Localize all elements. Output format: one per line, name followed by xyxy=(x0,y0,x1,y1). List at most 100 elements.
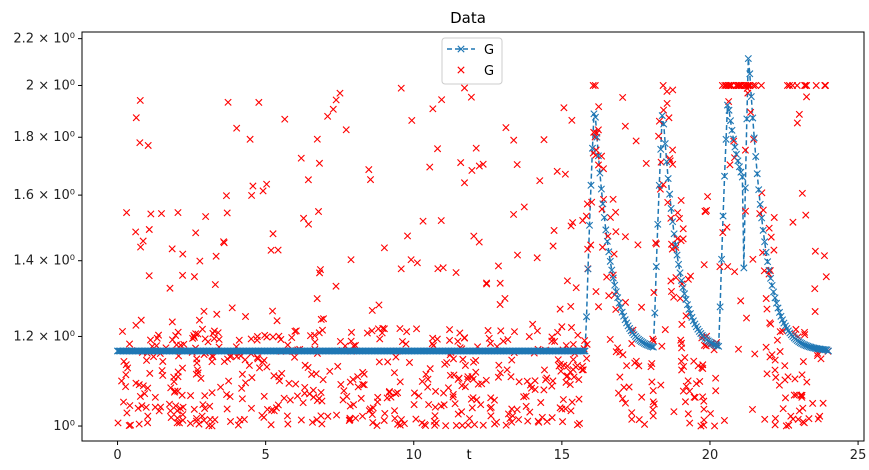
series-2-point xyxy=(741,207,750,215)
series-1-point xyxy=(614,294,622,302)
series-2-point xyxy=(483,280,491,288)
series-1-point xyxy=(769,288,778,296)
series-2-point xyxy=(612,228,620,236)
series-2-point xyxy=(390,369,399,377)
series-2-point xyxy=(390,407,399,415)
series-2-point xyxy=(731,268,739,276)
series-2-point xyxy=(220,358,228,366)
series-2-point xyxy=(384,358,392,366)
series-2-point xyxy=(634,241,642,249)
series-2-point xyxy=(520,203,528,211)
series-2-point xyxy=(767,233,775,241)
series-2-point xyxy=(451,400,459,408)
series-2-point xyxy=(139,382,147,390)
series-2-point xyxy=(292,327,300,335)
series-2-point xyxy=(672,243,680,251)
legend-marker-x-red xyxy=(457,66,465,74)
series-2-point xyxy=(628,415,636,423)
series-2-point xyxy=(118,377,126,385)
series-2-point xyxy=(275,332,283,340)
series-2-point xyxy=(575,375,583,384)
series-2-point xyxy=(419,217,427,225)
series-2-point xyxy=(426,365,434,373)
legend-marker-x-blue xyxy=(457,45,465,53)
series-1-point xyxy=(740,264,748,272)
series-2-point xyxy=(513,251,522,259)
series-2-point xyxy=(775,381,784,389)
series-2-point xyxy=(655,117,663,125)
series-2-point xyxy=(699,361,707,369)
series-2-point xyxy=(621,399,630,407)
series-2-point xyxy=(779,405,787,413)
series-2-point xyxy=(540,386,548,394)
series-2-point xyxy=(465,414,474,423)
series-2-point xyxy=(375,301,383,309)
series-2-point xyxy=(392,353,400,361)
series-2-point xyxy=(618,395,627,403)
series-2-point xyxy=(763,305,771,313)
series-2-point xyxy=(136,139,144,147)
series-2-point xyxy=(554,356,562,364)
series-2-point xyxy=(313,416,321,424)
series-2-point xyxy=(310,331,319,339)
series-2-point xyxy=(468,166,476,174)
series-2-point xyxy=(245,361,253,369)
series-2-point xyxy=(368,327,376,335)
series-2-point xyxy=(224,98,232,106)
series-2-point xyxy=(467,93,475,101)
series-2-point xyxy=(200,404,209,413)
series-2-point xyxy=(612,348,620,356)
series-2-point xyxy=(253,336,261,344)
series-2-point xyxy=(365,166,373,174)
series-2-point xyxy=(176,404,184,413)
plot-area xyxy=(113,55,833,430)
series-2-point xyxy=(649,335,657,343)
series-2-point xyxy=(123,209,131,217)
series-2-point xyxy=(209,329,217,337)
series-2-point xyxy=(445,326,454,334)
series-2-point xyxy=(670,408,678,416)
series-1-point xyxy=(746,70,754,78)
series-2-point xyxy=(269,230,277,238)
series-2-point xyxy=(741,146,749,154)
series-2-point xyxy=(138,402,146,410)
series-2-point xyxy=(426,163,434,171)
series-2-point xyxy=(118,327,127,336)
series-2-point xyxy=(297,154,305,162)
series-1-point xyxy=(663,158,671,166)
series-1-point xyxy=(591,113,600,121)
series-2-point xyxy=(195,420,203,428)
series-2-point xyxy=(669,86,677,94)
series-2-point xyxy=(226,417,235,426)
series-2-point xyxy=(167,384,175,392)
series-2-point xyxy=(737,81,745,90)
series-2-point xyxy=(313,295,321,303)
series-2-point xyxy=(460,84,469,92)
series-2-point xyxy=(159,357,167,366)
series-2-point xyxy=(661,326,669,334)
series-2-point xyxy=(820,252,829,260)
series-2-point xyxy=(467,395,475,403)
series-2-point xyxy=(501,294,509,303)
series-2-point xyxy=(558,418,567,426)
series-2-point xyxy=(568,116,576,124)
series-2-point xyxy=(199,401,207,409)
series-2-point xyxy=(292,380,300,388)
series-2-point xyxy=(391,414,399,422)
series-2-point xyxy=(650,288,658,297)
series-2-point xyxy=(730,137,738,145)
series-2-point xyxy=(324,112,332,120)
series-2-point xyxy=(677,336,685,344)
series-2-point xyxy=(301,389,309,397)
series-2-point xyxy=(584,245,592,253)
series-2-point xyxy=(171,387,179,395)
series-2-point xyxy=(706,409,715,418)
series-2-point xyxy=(174,368,182,376)
series-2-point xyxy=(304,220,313,228)
series-1-point xyxy=(597,185,605,193)
series-2-point xyxy=(614,389,623,397)
series-2-point xyxy=(248,191,256,200)
series-2-point xyxy=(751,350,759,358)
series-2-point xyxy=(540,136,548,144)
series-2-point xyxy=(192,414,201,423)
